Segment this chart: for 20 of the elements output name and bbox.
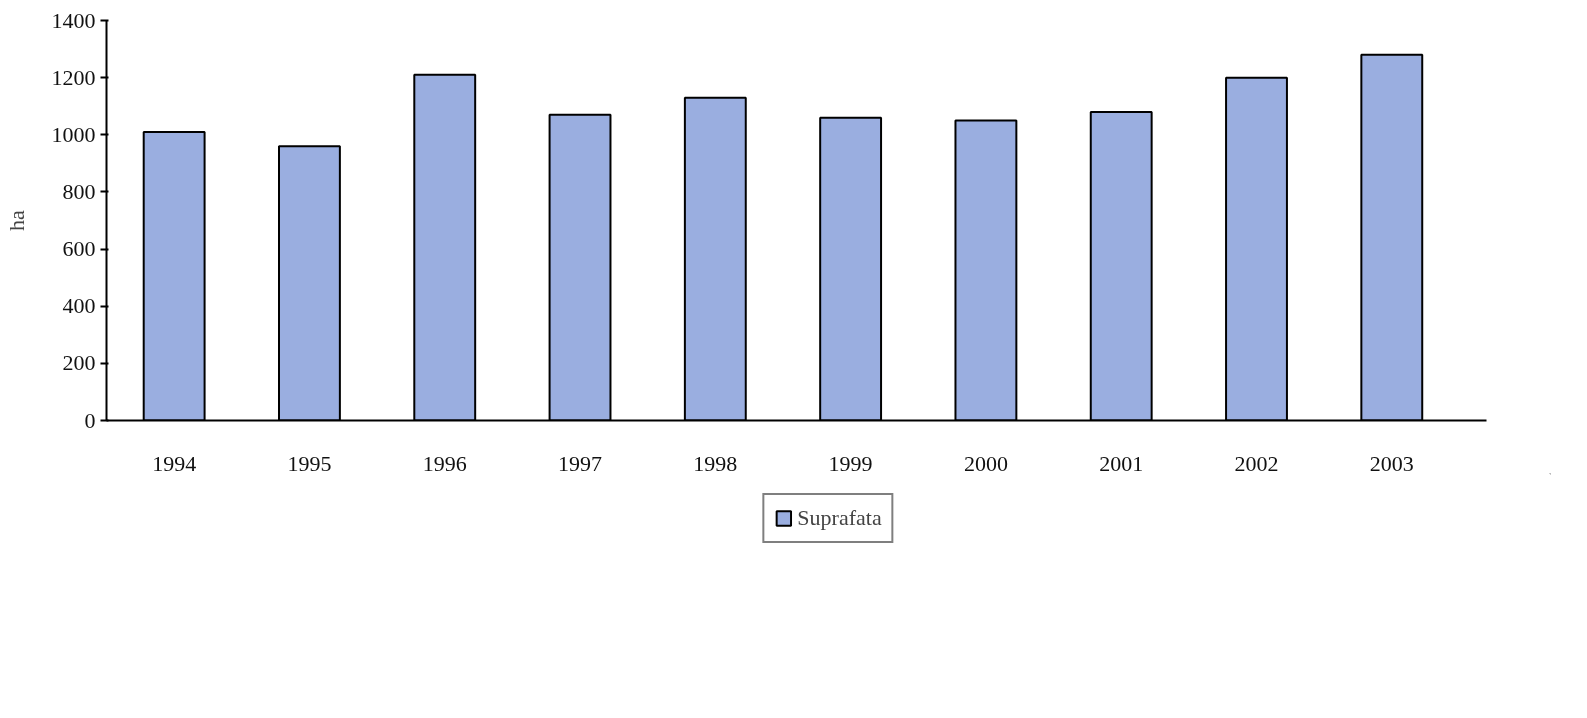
y-tick-label: 400 [62, 293, 96, 319]
y-axis-title: ha [3, 209, 29, 231]
y-tick-label: 1200 [51, 64, 96, 90]
legend-label: Suprafata [797, 505, 882, 531]
x-tick-label: 1995 [287, 450, 332, 476]
y-tick-label: 1000 [51, 121, 96, 147]
y-tick-label: 800 [62, 178, 96, 204]
y-tick-label: 1400 [51, 7, 96, 33]
x-tick-label: 1997 [558, 450, 603, 476]
y-tick-label: 200 [62, 350, 96, 376]
x-tick-label: 1999 [828, 450, 873, 476]
x-tick-label: 2000 [963, 450, 1008, 476]
y-tick-label: 0 [84, 407, 96, 433]
x-tick-label: 2003 [1369, 450, 1414, 476]
x-tick-label: 1998 [693, 450, 738, 476]
y-tick-label: 600 [62, 236, 96, 262]
x-tick-label: 1994 [152, 450, 197, 476]
x-tick-label: 1996 [422, 450, 467, 476]
x-tick-label: 2001 [1099, 450, 1144, 476]
x-tick-label: 2002 [1234, 450, 1279, 476]
